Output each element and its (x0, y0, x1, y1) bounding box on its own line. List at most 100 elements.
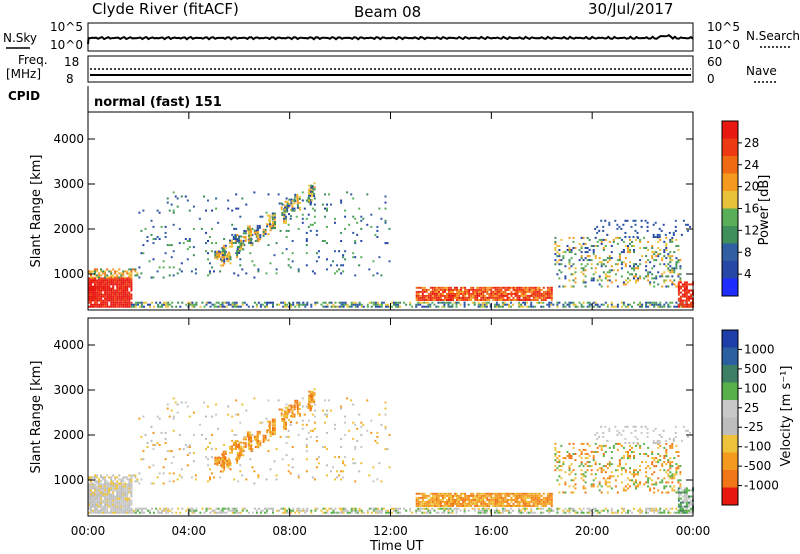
velocity-cell (370, 419, 373, 422)
power-cell (663, 303, 666, 306)
power-cell (658, 227, 661, 230)
power-cell (657, 283, 660, 286)
velocity-cell (250, 434, 253, 437)
velocity-cell (321, 446, 324, 448)
power-cell (524, 301, 527, 304)
velocity-cell (307, 419, 310, 422)
velocity-cell (393, 507, 395, 510)
power-cell (100, 295, 103, 298)
power-cell (548, 305, 551, 308)
velocity-cell (228, 463, 230, 466)
velocity-cell (241, 507, 244, 510)
power-cell (114, 293, 117, 296)
velocity-cell (586, 442, 589, 445)
velocity-cell (624, 451, 627, 453)
power-cell (586, 247, 589, 249)
velocity-cell (671, 473, 674, 476)
velocity-cell (580, 457, 583, 460)
velocity-cell (106, 507, 109, 510)
velocity-cell (657, 509, 660, 512)
velocity-cell (632, 425, 635, 428)
velocity-cell (520, 511, 523, 514)
velocity-cell (446, 492, 448, 495)
velocity-cell (140, 458, 143, 461)
velocity-cell (238, 454, 241, 456)
power-cell (354, 301, 357, 304)
velocity-cell (340, 507, 343, 510)
power-cell (568, 247, 571, 249)
power-cell (679, 259, 682, 262)
velocity-cell (450, 500, 452, 503)
velocity-cell (645, 471, 648, 474)
power-cell (227, 303, 230, 306)
power-cell (288, 213, 290, 216)
power-cell (522, 292, 525, 295)
velocity-cell (518, 500, 521, 503)
velocity-cell (104, 495, 107, 498)
velocity-cell (427, 502, 430, 505)
y-tick-label: 3000 (53, 177, 84, 191)
power-cell (472, 288, 475, 291)
cpid-value: normal (fast) 151 (94, 95, 222, 110)
power-cell (456, 290, 458, 293)
power-cell (594, 301, 597, 304)
power-cell (207, 301, 210, 304)
velocity-cell (283, 418, 286, 420)
velocity-cell (645, 453, 648, 455)
velocity-cell (429, 502, 432, 505)
velocity-cell (647, 446, 650, 449)
power-cell (558, 259, 561, 262)
velocity-cell (94, 505, 96, 508)
velocity-cell (663, 477, 666, 480)
velocity-cell (429, 500, 432, 503)
power-cell (608, 257, 611, 260)
velocity-cell (108, 501, 111, 504)
velocity-cell (620, 481, 623, 484)
velocity-cell (683, 499, 686, 502)
velocity-cell (435, 496, 438, 499)
power-cell (526, 305, 529, 308)
velocity-cell (415, 502, 418, 505)
velocity-cell (301, 427, 304, 430)
velocity-cell (685, 491, 688, 494)
power-cell (538, 290, 541, 293)
power-cell (301, 191, 304, 194)
power-cell (168, 244, 171, 247)
velocity-cell (110, 509, 113, 512)
velocity-cell (497, 511, 500, 514)
power-cell (688, 299, 690, 302)
power-cell (285, 236, 288, 238)
velocity-cell (218, 456, 221, 459)
power-cell (464, 294, 467, 297)
power-cell (629, 265, 631, 268)
power-cell (281, 203, 284, 206)
velocity-cell (269, 427, 271, 430)
power-cell (128, 299, 131, 302)
velocity-cell (219, 470, 222, 473)
power-cell (132, 305, 135, 308)
velocity-cell (242, 445, 245, 448)
power-cell (482, 294, 485, 297)
velocity-cell (273, 422, 276, 425)
velocity-cell (250, 447, 253, 450)
velocity-cell (211, 509, 214, 512)
power-cell (238, 246, 241, 248)
velocity-cell (265, 417, 268, 420)
velocity-cell (484, 492, 487, 495)
velocity-cell (653, 511, 656, 514)
power-cell (116, 285, 119, 288)
velocity-cell (240, 445, 243, 448)
velocity-cell (313, 401, 316, 404)
velocity-cell (588, 444, 591, 447)
velocity-cell (522, 507, 525, 510)
power-cell (126, 301, 129, 304)
power-cell (112, 293, 115, 296)
velocity-cell (100, 483, 103, 486)
power-cell (100, 303, 103, 306)
velocity-cell (384, 425, 387, 428)
velocity-cell (368, 507, 371, 510)
velocity-cell (285, 403, 288, 406)
velocity-cell (106, 509, 109, 512)
velocity-cell (570, 457, 573, 460)
power-cell (600, 219, 603, 222)
